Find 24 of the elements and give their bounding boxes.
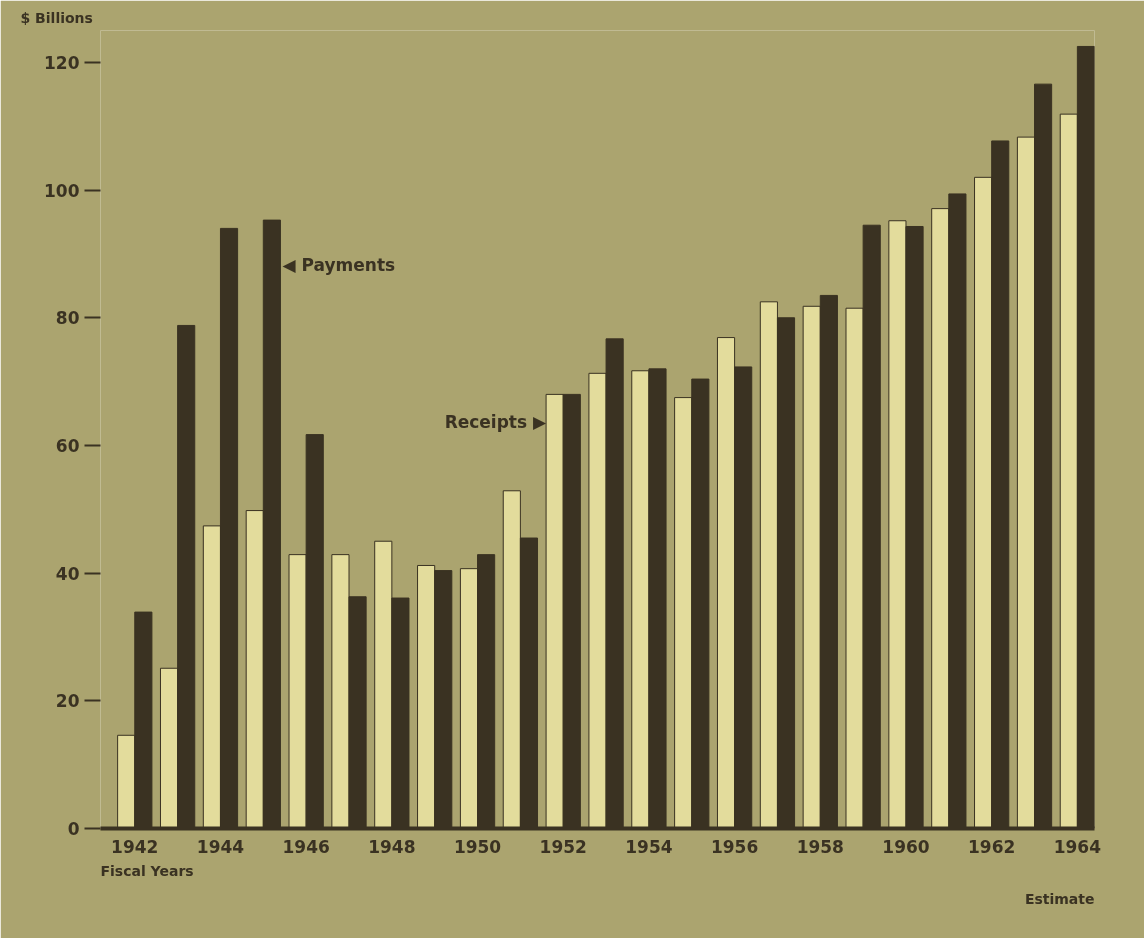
x-tick-label: 1946: [282, 836, 330, 857]
x-tick-label: 1954: [625, 836, 673, 857]
y-tick-label: 40: [55, 563, 80, 584]
x-tick-label: 1942: [111, 836, 159, 857]
annotation: ◀ Payments: [282, 254, 396, 275]
y-axis-title: $ Billions: [20, 9, 93, 26]
x-tick-label: 1958: [796, 836, 844, 857]
x-tick-label: 1964: [1053, 836, 1102, 857]
y-tick-label: 80: [55, 308, 80, 329]
y-tick-label: 60: [55, 435, 80, 456]
y-tick-label: 20: [55, 691, 80, 712]
x-tick-label: 1962: [968, 836, 1016, 857]
x-tick-label: 1948: [368, 836, 416, 857]
text: Estimate: [1024, 890, 1095, 907]
x-tick-label: 1960: [882, 836, 930, 857]
annotation: Receipts ▶: [444, 411, 548, 432]
x-tick-label: 1956: [710, 836, 759, 857]
x-tick-label: 1950: [453, 836, 502, 857]
x-axis-title: Fiscal Years: [100, 862, 194, 879]
x-tick-label: 1952: [539, 836, 587, 857]
y-tick-label: 120: [44, 52, 80, 73]
y-tick-label: 100: [44, 180, 80, 201]
y-tick-label: 0: [67, 819, 80, 839]
x-tick-label: 1944: [196, 836, 245, 857]
